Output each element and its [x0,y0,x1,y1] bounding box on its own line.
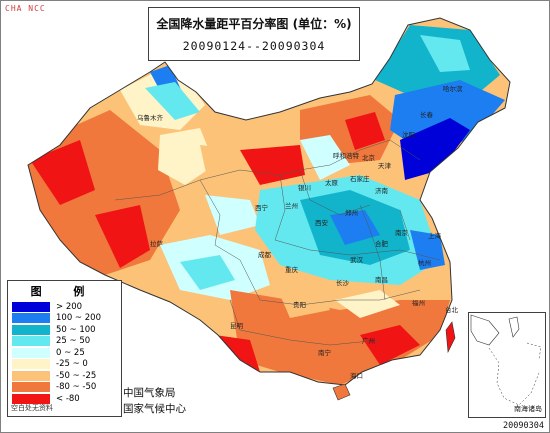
city-label: 贵阳 [293,300,306,309]
city-label: 哈尔滨 [443,84,463,93]
org-cma: 中国气象局 [123,387,176,399]
legend-swatch [12,359,50,369]
city-label: 武汉 [350,255,364,264]
city-label: 海口 [350,371,363,380]
legend-swatch [12,336,50,346]
city-label: 昆明 [230,322,244,330]
org-ncc: 国家气候中心 [123,403,186,415]
legend-row: -80 ~ -50 [12,382,118,393]
city-label: 长春 [420,110,434,119]
city-label: 南京 [395,228,409,237]
legend-range-label: < -80 [56,393,80,404]
watermark: CHA NCC [5,4,46,13]
inset-map [470,314,542,406]
city-labels: 乌鲁木齐 哈尔滨 长春 沈阳 呼和浩特 北京 天津 石家庄 太原 银川 兰州 西… [137,84,463,380]
city-label: 南昌 [375,275,388,284]
city-label: 重庆 [285,265,299,274]
city-label: 广州 [362,336,375,345]
city-label: 济南 [375,186,389,195]
legend: 图 例 空白处无资料 > 200 100 ~ 200 50 ~ 100 25 ~ 50… [7,280,122,417]
city-label: 台北 [445,305,459,314]
legend-swatch [12,301,50,312]
city-label: 上海 [428,231,442,240]
city-label: 石家庄 [350,174,370,183]
organizations: 中国气象局 国家气候中心 [123,385,186,417]
legend-swatch [12,382,50,392]
city-label: 太原 [325,178,339,187]
legend-row: > 200 [12,301,118,312]
city-label: 天津 [378,162,392,170]
city-label: 西安 [315,218,329,227]
legend-swatch [12,370,50,381]
taiwan-island [445,321,456,354]
city-label: 西宁 [255,203,269,212]
city-label: 南宁 [318,348,332,357]
legend-row: 0 ~ 25 [12,347,118,358]
footer-date: 20090304 [503,421,544,431]
title-box: 全国降水量距平百分率图 (单位：%) 20090124--20090304 [148,7,360,61]
legend-title: 图 例 [30,285,99,298]
legend-swatch [12,313,50,323]
legend-range-label: 100 ~ 200 [56,313,101,323]
legend-row: < -80 [12,393,118,404]
city-label: 乌鲁木齐 [137,113,164,122]
legend-row: -25 ~ 0 [12,359,118,370]
legend-range-label: > 200 [56,301,83,312]
date-period: 20090124--20090304 [182,39,326,53]
south-china-sea-inset: 南海诸岛 [468,312,546,418]
city-label: 呼和浩特 [333,151,360,160]
city-label: 成都 [258,250,272,259]
national-border [27,17,511,386]
legend-range-label: 0 ~ 25 [56,347,85,358]
legend-swatch [12,324,50,335]
legend-swatch [12,393,50,404]
city-label: 福州 [412,298,425,307]
legend-row: 50 ~ 100 [12,324,118,335]
legend-row: -50 ~ -25 [12,370,118,381]
city-label: 拉萨 [150,239,164,248]
legend-range-label: 50 ~ 100 [56,324,96,335]
legend-range-label: -80 ~ -50 [56,382,97,392]
legend-range-label: -25 ~ 0 [56,359,88,369]
city-label: 长沙 [336,278,350,287]
city-label: 杭州 [418,258,431,267]
legend-note: 空白处无资料 [11,404,53,412]
city-label: 兰州 [285,201,298,210]
legend-row: 100 ~ 200 [12,313,118,324]
legend-swatch [12,347,50,358]
city-label: 北京 [362,153,376,162]
city-label: 沈阳 [402,130,415,139]
hainan-island [332,383,351,401]
legend-range-label: -50 ~ -25 [56,370,97,381]
province-boundaries [114,139,441,346]
city-label: 银川 [298,183,311,192]
city-label: 合肥 [375,239,389,248]
legend-row: 25 ~ 50 [12,336,118,347]
inset-label: 南海诸岛 [514,405,542,413]
city-label: 郑州 [345,209,358,217]
map-title: 全国降水量距平百分率图 (单位：%) [156,17,352,31]
legend-range-label: 25 ~ 50 [56,336,91,346]
